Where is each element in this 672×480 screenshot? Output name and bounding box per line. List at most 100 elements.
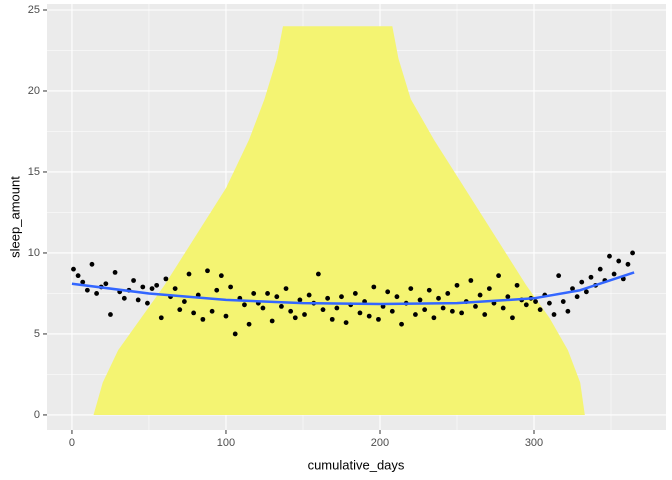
point — [228, 284, 233, 290]
y-tick-label: 10 — [28, 247, 40, 259]
point — [630, 250, 635, 256]
point — [496, 273, 501, 279]
point — [486, 286, 492, 291]
point — [131, 278, 136, 283]
point — [389, 308, 395, 314]
point — [570, 286, 575, 291]
y-tick-label: 25 — [28, 4, 40, 16]
point — [172, 286, 178, 291]
point — [302, 312, 307, 317]
point — [191, 310, 197, 316]
point — [71, 266, 76, 272]
point — [265, 291, 270, 296]
point — [80, 279, 86, 285]
point — [205, 268, 210, 274]
point — [209, 308, 215, 314]
point — [223, 313, 229, 319]
point — [560, 299, 566, 304]
point — [473, 304, 478, 309]
point — [274, 294, 280, 300]
point — [399, 321, 404, 327]
point — [510, 315, 515, 321]
point — [279, 304, 284, 309]
point — [514, 282, 520, 288]
point — [339, 294, 344, 300]
point — [75, 273, 81, 279]
x-tick-label: 100 — [217, 437, 235, 449]
point — [588, 274, 594, 280]
point — [408, 286, 414, 291]
area — [93, 26, 585, 415]
point — [611, 271, 617, 277]
point — [320, 307, 326, 313]
y-tick-label: 5 — [34, 328, 40, 340]
point — [269, 318, 275, 324]
point — [288, 308, 294, 314]
point — [158, 315, 164, 321]
point — [154, 282, 160, 288]
point — [334, 305, 340, 311]
point — [121, 295, 127, 301]
point — [214, 287, 220, 293]
point — [177, 307, 183, 313]
point — [565, 308, 571, 314]
point — [108, 312, 113, 317]
point — [468, 278, 474, 283]
point — [579, 279, 585, 285]
point — [445, 291, 451, 296]
point — [385, 289, 391, 295]
point — [454, 282, 460, 288]
point — [431, 315, 437, 321]
point — [242, 302, 247, 308]
point — [394, 294, 400, 300]
point — [625, 261, 631, 267]
point — [551, 312, 557, 317]
point — [94, 291, 99, 296]
point — [574, 294, 580, 300]
point — [523, 302, 529, 308]
point — [200, 316, 206, 322]
point — [556, 273, 562, 279]
point — [145, 300, 150, 306]
y-tick-label: 15 — [28, 166, 40, 178]
point — [616, 258, 622, 264]
point — [140, 284, 146, 290]
point — [449, 308, 455, 314]
point — [371, 284, 377, 290]
x-tick-label: 200 — [371, 437, 389, 449]
point — [422, 307, 428, 313]
point — [505, 294, 511, 300]
point — [417, 297, 423, 303]
y-tick-label: 0 — [34, 409, 40, 421]
point — [366, 313, 372, 319]
point — [246, 321, 252, 327]
point — [477, 292, 483, 298]
point — [218, 273, 224, 279]
point — [186, 271, 192, 277]
x-tick-label: 300 — [525, 437, 543, 449]
point — [426, 287, 432, 293]
point — [459, 310, 465, 316]
point — [547, 300, 552, 306]
point — [135, 297, 141, 303]
point — [181, 299, 187, 304]
point — [315, 271, 321, 277]
point — [292, 315, 298, 321]
point — [283, 286, 289, 291]
point — [537, 307, 543, 313]
point — [436, 295, 441, 301]
point — [297, 297, 303, 303]
x-axis-title: cumulative_days — [308, 457, 405, 472]
point — [329, 316, 335, 322]
point — [251, 291, 257, 296]
point — [352, 291, 358, 296]
point — [500, 305, 506, 311]
point — [380, 304, 386, 309]
point — [149, 286, 155, 291]
point — [607, 253, 612, 259]
point — [376, 316, 381, 322]
point — [533, 299, 538, 304]
point — [583, 289, 589, 295]
